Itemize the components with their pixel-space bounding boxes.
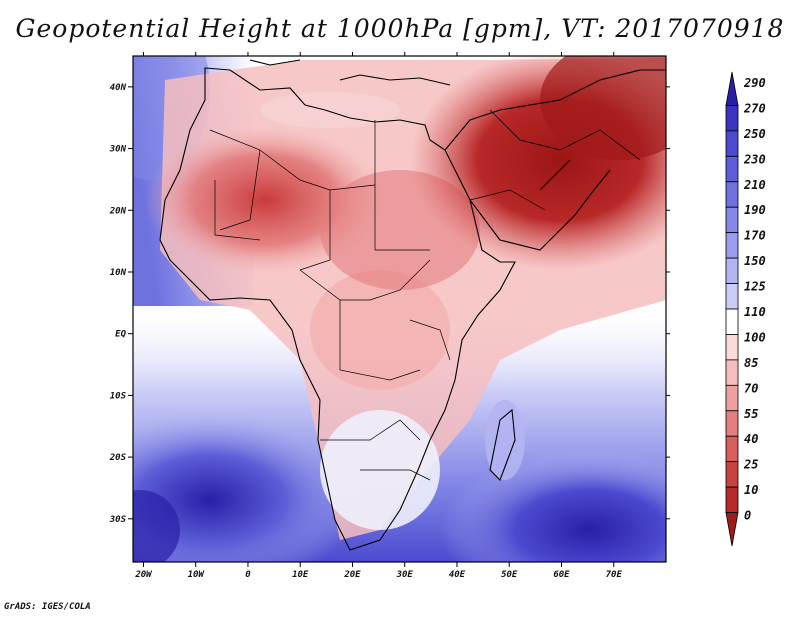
lon-tick-label: 20E: [343, 570, 361, 580]
colorbar: 2902702502302101901701501251101008570554…: [725, 71, 766, 547]
lon-tick-label: 50E: [501, 570, 518, 580]
colorbar-segment: [725, 435, 739, 463]
plot-frame: [132, 55, 667, 563]
lon-tick-label: 30E: [396, 570, 414, 580]
colorbar-label: 85: [744, 356, 758, 370]
colorbar-label: 125: [744, 280, 766, 294]
colorbar-label: 210: [743, 178, 766, 192]
coastlines: [159, 59, 666, 551]
colorbar-segment: [725, 232, 739, 259]
lon-tick-label: 70E: [606, 570, 623, 580]
colorbar-segment: [725, 181, 739, 208]
colorbar-label: 170: [744, 229, 766, 243]
colorbar-segment: [725, 410, 739, 437]
colorbar-label: 55: [744, 407, 758, 421]
lat-tick-label: 30S: [109, 515, 127, 525]
lat-tick-label: EQ: [115, 330, 126, 340]
lat-tick-label: 20S: [109, 453, 127, 463]
lat-tick-label: 20N: [109, 206, 127, 216]
colorbar-label: 190: [744, 203, 766, 217]
colorbar-label: 250: [743, 127, 766, 141]
colorbar-label: 10: [744, 483, 758, 497]
colorbar-segment: [725, 155, 739, 183]
colorbar-segment: [725, 206, 739, 234]
colorbar-segment: [725, 130, 739, 157]
colorbar-segment: [725, 359, 739, 386]
lat-tick-label: 30N: [109, 145, 127, 155]
colorbar-label: 110: [744, 305, 766, 319]
colorbar-segment: [725, 308, 739, 335]
lon-tick-label: 60E: [553, 570, 570, 580]
colorbar-label: 230: [743, 152, 766, 166]
lat-tick-label: 40N: [110, 83, 127, 93]
colorbar-label: 150: [744, 254, 766, 268]
colorbar-label: 70: [744, 381, 758, 395]
colorbar-bottom-arrow: [725, 512, 739, 547]
colorbar-label: 40: [744, 432, 758, 446]
grads-credit: GrADS: IGES/COLA: [4, 602, 91, 612]
lon-tick-label: 10E: [292, 570, 309, 580]
lon-tick-label: 10W: [188, 570, 206, 580]
lat-tick-label: 10N: [110, 268, 127, 278]
lat-tick-label: 10S: [110, 391, 127, 401]
colorbar-segment: [725, 105, 739, 132]
country-borders: [209, 109, 641, 481]
colorbar-segment: [725, 334, 739, 361]
colorbar-segment: [725, 257, 739, 284]
colorbar-label: 270: [743, 101, 766, 115]
longitude-axis: 20W 10W 0 10E 20E 30E 40E 50E 60E 70E: [134, 52, 622, 580]
lon-tick-label: 0: [245, 570, 251, 580]
colorbar-segment: [725, 486, 739, 513]
map-title: Geopotential Height at 1000hPa [gpm], VT…: [15, 14, 785, 43]
lon-tick-label: 20W: [134, 570, 153, 580]
colorbar-label: 290: [743, 76, 766, 90]
colorbar-segment: [725, 384, 739, 412]
colorbar-label: 25: [743, 458, 758, 472]
colorbar-top-arrow: [725, 71, 739, 106]
colorbar-segment: [725, 283, 739, 310]
lon-tick-label: 40E: [449, 570, 466, 580]
colorbar-label: 0: [744, 509, 751, 523]
colorbar-segment: [725, 461, 739, 488]
colorbar-label: 100: [744, 330, 766, 344]
latitude-axis: 40N 30N 20N 10N EQ 10S 20S 30S: [109, 83, 670, 525]
field-shading: [133, 56, 666, 562]
